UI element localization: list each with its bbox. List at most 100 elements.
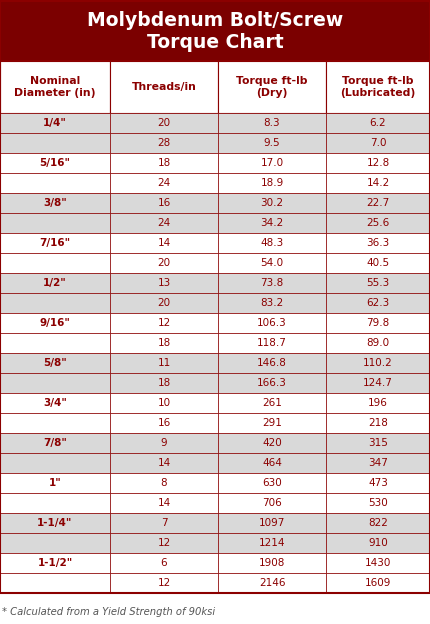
Text: 291: 291 xyxy=(262,418,282,428)
Bar xyxy=(0,113,110,133)
Text: 420: 420 xyxy=(262,438,282,448)
Bar xyxy=(218,293,326,313)
Bar xyxy=(326,433,430,453)
Text: 22.7: 22.7 xyxy=(366,198,390,208)
Bar xyxy=(0,533,110,553)
Bar xyxy=(0,273,110,293)
Bar xyxy=(218,61,326,113)
Bar xyxy=(110,413,218,433)
Bar xyxy=(110,473,218,493)
Text: 106.3: 106.3 xyxy=(257,318,287,328)
Text: 8.3: 8.3 xyxy=(264,118,280,128)
Text: 530: 530 xyxy=(368,498,388,508)
Text: 83.2: 83.2 xyxy=(261,298,284,308)
Bar xyxy=(110,233,218,253)
Bar xyxy=(110,193,218,213)
Bar xyxy=(0,193,110,213)
Bar xyxy=(326,333,430,353)
Bar xyxy=(218,433,326,453)
Bar xyxy=(218,413,326,433)
Text: 146.8: 146.8 xyxy=(257,358,287,368)
Bar xyxy=(218,233,326,253)
Text: 34.2: 34.2 xyxy=(261,218,284,228)
Text: 6.2: 6.2 xyxy=(370,118,386,128)
Bar xyxy=(0,173,110,193)
Text: 30.2: 30.2 xyxy=(261,198,283,208)
Bar xyxy=(0,573,110,593)
Text: 18.9: 18.9 xyxy=(261,178,284,188)
Bar xyxy=(326,393,430,413)
Bar xyxy=(110,433,218,453)
Text: 14: 14 xyxy=(157,458,171,468)
Bar xyxy=(218,553,326,573)
Bar xyxy=(326,61,430,113)
Text: 17.0: 17.0 xyxy=(261,158,283,168)
Bar xyxy=(0,313,110,333)
Text: 5/8": 5/8" xyxy=(43,358,67,368)
Text: 11: 11 xyxy=(157,358,171,368)
Bar xyxy=(110,293,218,313)
Text: 7/8": 7/8" xyxy=(43,438,67,448)
Text: 1430: 1430 xyxy=(365,558,391,568)
Bar xyxy=(0,373,110,393)
Bar xyxy=(0,413,110,433)
Bar xyxy=(326,233,430,253)
Text: 196: 196 xyxy=(368,398,388,408)
Text: 9.5: 9.5 xyxy=(264,138,280,148)
Bar xyxy=(326,413,430,433)
Text: 8: 8 xyxy=(161,478,167,488)
Bar xyxy=(326,153,430,173)
Text: 7/16": 7/16" xyxy=(40,238,71,248)
Bar xyxy=(218,313,326,333)
Bar xyxy=(0,433,110,453)
Bar xyxy=(218,353,326,373)
Text: 18: 18 xyxy=(157,158,171,168)
Text: 20: 20 xyxy=(157,258,171,268)
Text: 630: 630 xyxy=(262,478,282,488)
Text: 110.2: 110.2 xyxy=(363,358,393,368)
Bar xyxy=(0,353,110,373)
Bar xyxy=(0,153,110,173)
Bar xyxy=(110,273,218,293)
Text: 7.0: 7.0 xyxy=(370,138,386,148)
Text: 1/4": 1/4" xyxy=(43,118,67,128)
Bar xyxy=(218,513,326,533)
Bar xyxy=(218,373,326,393)
Text: * Calculated from a Yield Strength of 90ksi: * Calculated from a Yield Strength of 90… xyxy=(2,607,215,617)
Bar xyxy=(110,453,218,473)
Bar xyxy=(326,173,430,193)
Text: Threads/in: Threads/in xyxy=(132,82,197,92)
Bar xyxy=(110,373,218,393)
Text: 822: 822 xyxy=(368,518,388,528)
Text: 3/4": 3/4" xyxy=(43,398,67,408)
Bar xyxy=(0,253,110,273)
Text: 20: 20 xyxy=(157,118,171,128)
Text: 706: 706 xyxy=(262,498,282,508)
Bar xyxy=(326,553,430,573)
Bar xyxy=(218,453,326,473)
Text: Torque ft-lb
(Lubricated): Torque ft-lb (Lubricated) xyxy=(341,76,416,98)
Bar xyxy=(326,513,430,533)
Bar xyxy=(110,253,218,273)
Text: 124.7: 124.7 xyxy=(363,378,393,388)
Bar xyxy=(326,293,430,313)
Text: 62.3: 62.3 xyxy=(366,298,390,308)
Bar xyxy=(326,453,430,473)
Bar xyxy=(110,153,218,173)
Bar xyxy=(0,1,430,61)
Text: 54.0: 54.0 xyxy=(261,258,283,268)
Bar xyxy=(218,153,326,173)
Text: 3/8": 3/8" xyxy=(43,198,67,208)
Bar xyxy=(326,193,430,213)
Bar xyxy=(110,113,218,133)
Bar xyxy=(110,173,218,193)
Bar xyxy=(218,253,326,273)
Text: 18: 18 xyxy=(157,378,171,388)
Bar xyxy=(326,273,430,293)
Text: 14.2: 14.2 xyxy=(366,178,390,188)
Bar xyxy=(326,213,430,233)
Bar xyxy=(110,333,218,353)
Bar xyxy=(218,133,326,153)
Text: 12: 12 xyxy=(157,578,171,588)
Bar xyxy=(218,473,326,493)
